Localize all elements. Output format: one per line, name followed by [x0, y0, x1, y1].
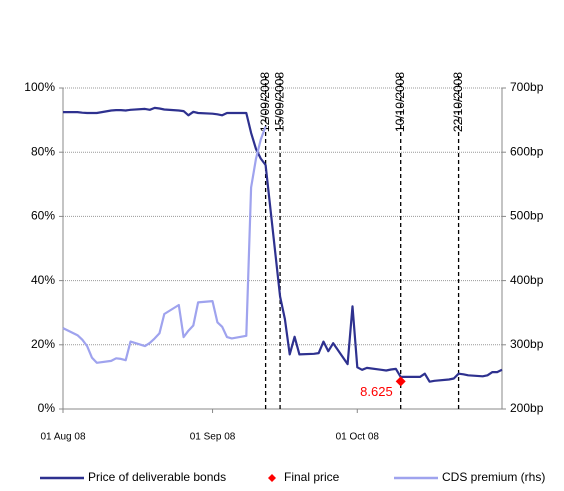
- y-tick-label: 100%: [24, 80, 55, 94]
- y2-tick-label: 400bp: [510, 273, 544, 287]
- y-tick-label: 20%: [31, 337, 55, 351]
- data-label: 8.625: [360, 384, 393, 399]
- legend-label: Price of deliverable bonds: [88, 470, 226, 484]
- x-tick-label: 01 Aug 08: [40, 432, 85, 443]
- y-tick-label: 60%: [31, 209, 55, 223]
- series-line: [62, 126, 267, 364]
- y2-tick-label: 300bp: [510, 337, 544, 351]
- legend-label: Final price: [284, 470, 340, 484]
- final-price-marker: [395, 376, 406, 387]
- legend-swatch: [268, 474, 276, 482]
- y2-tick-label: 600bp: [510, 144, 544, 158]
- event-label: 15/09/2008: [272, 72, 286, 132]
- y2-tick-label: 200bp: [510, 401, 544, 415]
- y-tick-label: 0%: [38, 401, 56, 415]
- event-label: 10/10/2008: [393, 72, 407, 132]
- y2-tick-label: 500bp: [510, 209, 544, 223]
- y-tick-label: 80%: [31, 144, 55, 158]
- legend-label: CDS premium (rhs): [442, 470, 545, 484]
- series-line: [63, 106, 503, 383]
- y2-tick-label: 700bp: [510, 80, 544, 94]
- event-label: 12/09/2008: [258, 72, 272, 132]
- event-label: 22/10/2008: [451, 72, 465, 132]
- y-tick-label: 40%: [31, 273, 55, 287]
- x-tick-label: 01 Sep 08: [190, 432, 236, 443]
- x-tick-label: 01 Oct 08: [336, 432, 380, 443]
